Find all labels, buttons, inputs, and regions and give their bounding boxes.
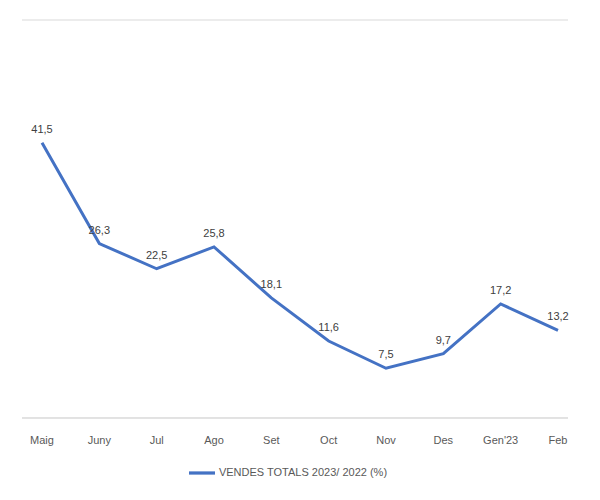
svg-text:17,2: 17,2 — [490, 284, 511, 296]
svg-text:Gen'23: Gen'23 — [483, 434, 518, 446]
svg-text:Des: Des — [434, 434, 454, 446]
svg-text:25,8: 25,8 — [203, 227, 224, 239]
svg-text:Oct: Oct — [320, 434, 337, 446]
svg-text:Feb: Feb — [549, 434, 568, 446]
svg-text:26,3: 26,3 — [89, 224, 110, 236]
svg-text:Jul: Jul — [150, 434, 164, 446]
svg-text:9,7: 9,7 — [436, 334, 451, 346]
svg-text:13,2: 13,2 — [547, 310, 568, 322]
svg-text:Set: Set — [263, 434, 280, 446]
svg-text:Ago: Ago — [204, 434, 224, 446]
svg-text:7,5: 7,5 — [378, 348, 393, 360]
svg-text:41,5: 41,5 — [31, 123, 52, 135]
svg-text:Maig: Maig — [30, 434, 54, 446]
svg-text:11,6: 11,6 — [318, 321, 339, 333]
svg-text:18,1: 18,1 — [261, 278, 282, 290]
html-text:VENDES TOTALS 2023/ 2022 (%): VENDES TOTALS 2023/ 2022 (%) — [218, 465, 388, 478]
svg-text:Juny: Juny — [88, 434, 112, 446]
svg-text:22,5: 22,5 — [146, 249, 167, 261]
svg-text:Nov: Nov — [376, 434, 396, 446]
